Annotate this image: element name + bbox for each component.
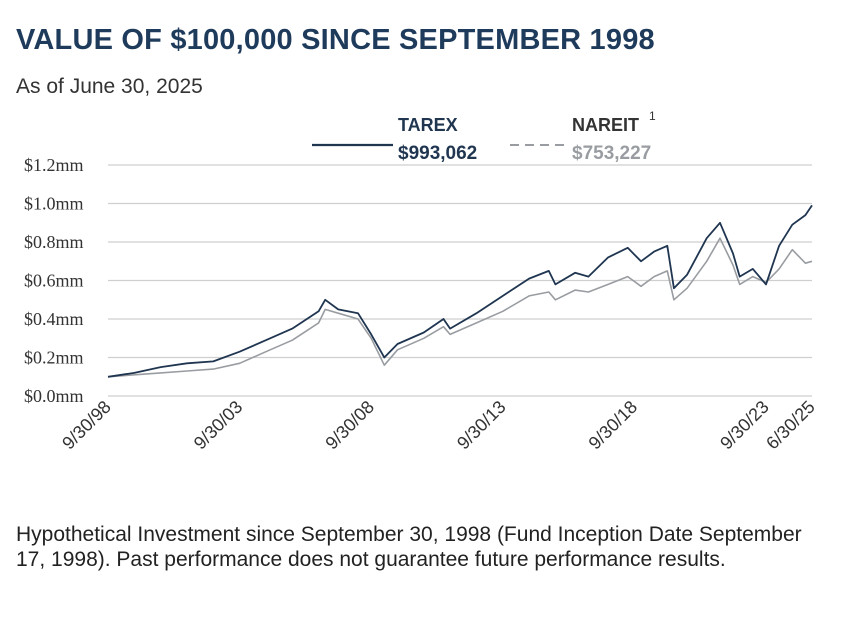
x-tick-label: 9/30/18 (585, 397, 642, 454)
x-tick-label: 9/30/23 (716, 397, 773, 454)
series-line-tarex (107, 204, 813, 378)
y-tick-label: $0.0mm (24, 386, 84, 406)
legend-value-tarex: $993,062 (398, 143, 477, 164)
y-tick-label: $0.6mm (24, 271, 84, 291)
legend-label-tarex: TAREX (398, 115, 458, 135)
legend-label-nareit: NAREIT (572, 115, 639, 135)
y-tick-label: $1.2mm (24, 155, 84, 175)
y-axis: $0.0mm $0.2mm $0.4mm $0.6mm $0.8mm $1.0mm $1.2… (24, 155, 84, 406)
x-tick-label: 6/30/25 (762, 397, 819, 454)
y-tick-label: $1.0mm (24, 194, 84, 214)
y-tick-label: $0.4mm (24, 309, 84, 329)
x-axis: 9/30/98 9/30/03 9/30/08 9/30/13 9/30/18 9/30/… (58, 397, 819, 454)
x-tick-label: 9/30/03 (190, 397, 247, 454)
y-tick-label: $0.2mm (24, 348, 84, 368)
x-tick-label: 9/30/13 (453, 397, 510, 454)
footnote: Hypothetical Investment since September … (16, 523, 802, 571)
y-tick-label: $0.8mm (24, 232, 84, 252)
chart-subtitle: As of June 30, 2025 (16, 75, 203, 98)
series-lines (107, 204, 813, 378)
legend-value-nareit: $753,227 (572, 143, 651, 164)
legend: TAREX $993,062 NAREIT 1 $753,227 (312, 109, 656, 164)
gridlines (108, 164, 812, 397)
line-chart: $0.0mm $0.2mm $0.4mm $0.6mm $0.8mm $1.0mm $1.2… (24, 109, 819, 454)
chart-title: VALUE OF $100,000 SINCE SEPTEMBER 1998 (16, 24, 655, 56)
x-tick-label: 9/30/08 (321, 397, 378, 454)
series-line-nareit (107, 237, 813, 378)
legend-superscript-nareit: 1 (649, 109, 656, 123)
